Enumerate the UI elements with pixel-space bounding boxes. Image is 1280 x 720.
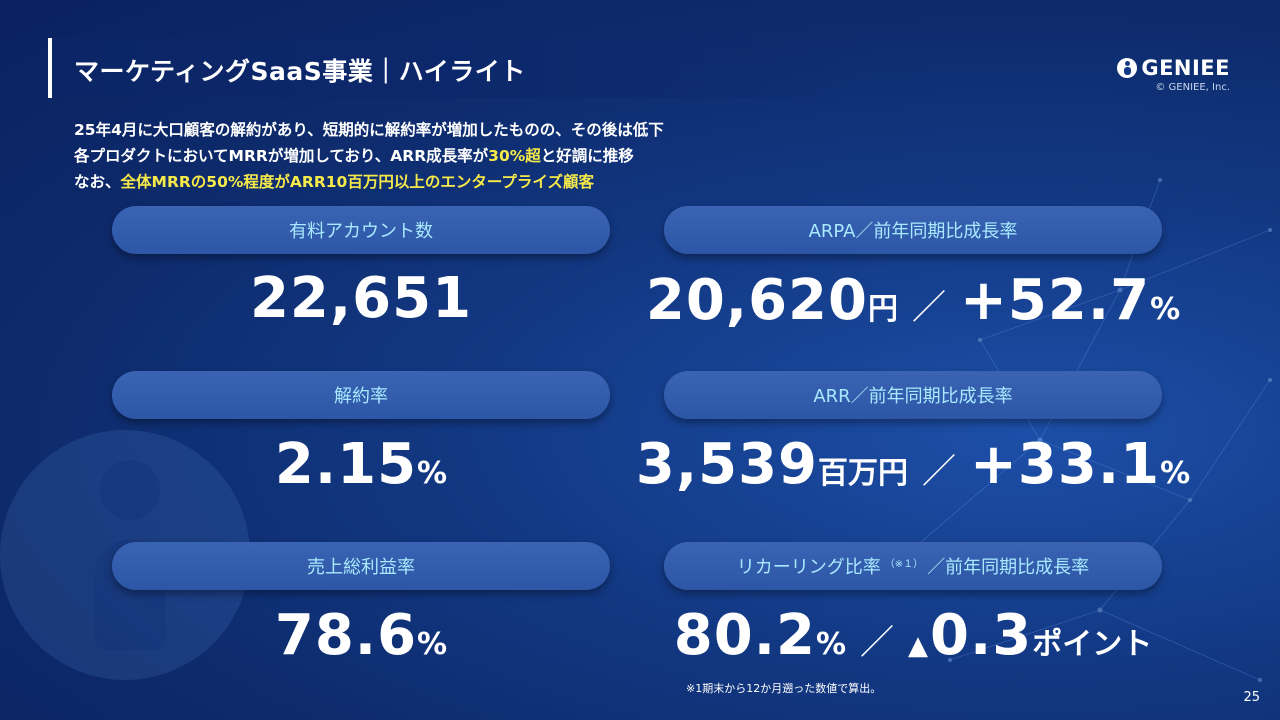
- summary-text: 25年4月に大口顧客の解約があり、短期的に解約率が増加したものの、その後は低下 …: [74, 117, 664, 195]
- copyright-text: © GENIEE, Inc.: [1155, 82, 1230, 93]
- churn-unit: %: [417, 456, 448, 491]
- arr-value: 3,539: [635, 432, 818, 497]
- recurring-metric: 80.2% ／ ▲ 0.3 ポイント: [664, 603, 1162, 668]
- page-title: マーケティングSaaS事業｜ハイライト: [74, 57, 526, 86]
- gross-margin-label-pill: 売上総利益率: [112, 542, 610, 590]
- summary-line-2-text-a: 各プロダクトにおいてMRRが増加しており、ARR成長率が: [74, 147, 489, 165]
- title-bar: マーケティングSaaS事業｜ハイライト: [48, 38, 868, 98]
- arpa-label-pill: ARPA／前年同期比成長率: [664, 206, 1162, 254]
- recurring-unit: %: [815, 627, 847, 662]
- arr-unit: 百万円: [818, 456, 908, 491]
- recurring-label-note: （※１）: [884, 558, 924, 570]
- arr-separator: ／: [922, 452, 956, 492]
- recurring-change-unit: ポイント: [1032, 627, 1153, 662]
- churn-label-pill: 解約率: [112, 371, 610, 419]
- decrease-triangle-icon: ▲: [908, 631, 929, 661]
- arpa-metric: 20,620 円 ／ +52.7%: [646, 268, 1180, 333]
- recurring-label-b: ／前年同期比成長率: [927, 557, 1090, 578]
- churn-metric: 2.15%: [112, 432, 610, 497]
- arpa-growth: +52.7: [959, 268, 1151, 333]
- accounts-label-pill: 有料アカウント数: [112, 206, 610, 254]
- brand-logo: GENIEE © GENIEE, Inc.: [1117, 56, 1230, 93]
- summary-line-2-highlight: 30%超: [488, 147, 541, 165]
- geniee-logo-icon: [1117, 58, 1138, 78]
- page-number: 25: [1243, 690, 1260, 705]
- churn-value: 2.15: [274, 432, 418, 497]
- arr-growth-unit: %: [1160, 456, 1191, 491]
- arpa-value: 20,620: [645, 268, 868, 333]
- recurring-change: 0.3: [930, 603, 1033, 668]
- gross-margin-unit: %: [417, 627, 448, 662]
- recurring-label-pill: リカーリング比率 （※１） ／前年同期比成長率: [664, 542, 1162, 590]
- accounts-value: 22,651: [249, 266, 473, 331]
- gross-margin-value: 78.6: [274, 603, 418, 668]
- arr-growth: +33.1: [970, 432, 1161, 497]
- summary-line-3: なお、全体MRRの50%程度がARR10百万円以上のエンタープライズ顧客: [74, 169, 664, 195]
- arr-metric: 3,539 百万円 ／ +33.1%: [636, 432, 1190, 497]
- accounts-metric: 22,651: [112, 266, 610, 331]
- gross-margin-metric: 78.6%: [112, 603, 610, 668]
- footnote: ※1期末から12か月遡った数値で算出。: [686, 682, 882, 695]
- arpa-separator: ／: [911, 288, 946, 328]
- recurring-separator: ／: [860, 623, 895, 663]
- arr-label-pill: ARR／前年同期比成長率: [664, 371, 1162, 419]
- summary-line-2-text-b: と好調に推移: [540, 147, 634, 165]
- summary-line-3-highlight: 全体MRRの50%程度がARR10百万円以上のエンタープライズ顧客: [120, 173, 594, 191]
- summary-line-1: 25年4月に大口顧客の解約があり、短期的に解約率が増加したものの、その後は低下: [74, 121, 664, 139]
- arpa-unit: 円: [867, 292, 898, 327]
- arpa-growth-unit: %: [1150, 292, 1181, 327]
- brand-name: GENIEE: [1141, 56, 1230, 80]
- recurring-value: 80.2: [673, 603, 816, 668]
- summary-line-3-text-a: なお、: [74, 173, 121, 191]
- recurring-label-a: リカーリング比率: [736, 557, 881, 578]
- summary-line-2: 各プロダクトにおいてMRRが増加しており、ARR成長率が30%超と好調に推移: [74, 143, 664, 169]
